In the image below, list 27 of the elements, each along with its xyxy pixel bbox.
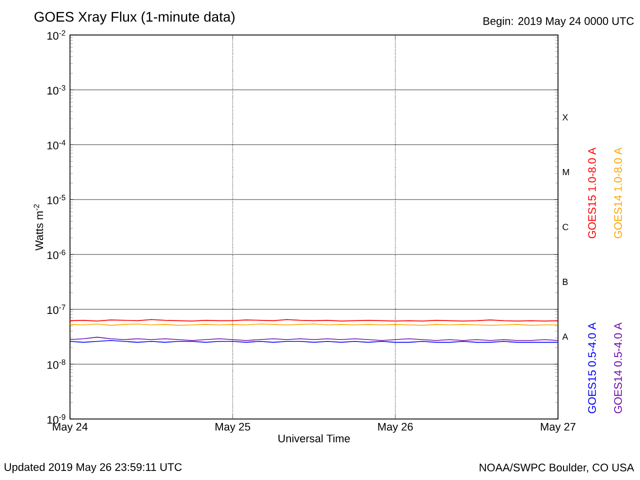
- y-tick-label: 10$^{-2}$: [47, 30, 66, 40]
- x-tick-label: May 24: [52, 422, 88, 433]
- text: GOES15 0.5-4.0 A: [588, 322, 596, 414]
- text: M: [562, 169, 569, 176]
- text: B: [562, 278, 568, 285]
- y-axis-title: Watts m$^{-2}$: [34, 204, 44, 251]
- text: X: [562, 114, 568, 120]
- text: GOES14 1.0-8.0 A: [614, 147, 622, 238]
- y-tick-label: 10$^{-8}$: [47, 359, 66, 369]
- text: A: [562, 334, 568, 340]
- y-tick-label: 10$^{-3}$: [47, 85, 66, 95]
- text: GOES15 1.0-8.0 A: [588, 147, 596, 238]
- text: Updated 2019 May 26 23:59:11 UTC: [4, 462, 182, 474]
- y-tick-label: 10$^{-5}$: [47, 194, 66, 204]
- y-tick-label: 10$^{-6}$: [47, 250, 66, 260]
- text: C: [562, 224, 568, 230]
- x-axis-title: Universal Time: [278, 434, 350, 442]
- chart-subtitle: Begin: 2019 May 24 0000 UTC: [484, 16, 634, 28]
- x-tick-label: May 26: [378, 422, 413, 433]
- text: NOAA/SWPC Boulder, CO USA: [480, 463, 634, 473]
- y-tick-label: 10$^{-4}$: [47, 140, 66, 150]
- y-tick-label: 10$^{-7}$: [47, 304, 66, 314]
- x-tick-label: May 27: [540, 422, 576, 433]
- chart-title: GOES Xray Flux (1-minute data): [34, 11, 235, 24]
- text: GOES14 0.5-4.0 A: [614, 322, 622, 414]
- y-tick-label: 10$^{-9}$: [47, 414, 66, 424]
- x-tick-label: May 25: [216, 422, 250, 433]
